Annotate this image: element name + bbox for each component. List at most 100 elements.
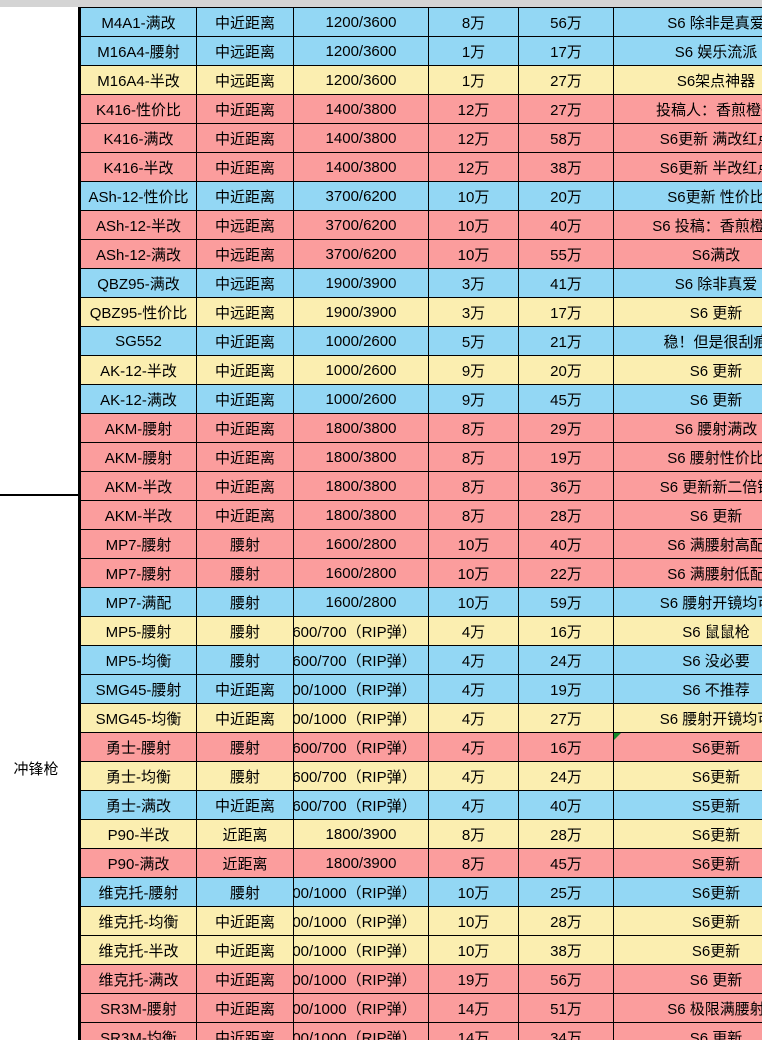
- cell-price[interactable]: 12万: [428, 94, 519, 124]
- table-row[interactable]: K416-半改 中近距离 1400/3800 12万 38万 S6更新 半改红点: [80, 152, 762, 182]
- cell-name[interactable]: 勇士-均衡: [80, 761, 197, 791]
- cell-total[interactable]: 38万: [518, 152, 614, 182]
- cell-price[interactable]: 8万: [428, 413, 519, 443]
- cell-total[interactable]: 41万: [518, 268, 614, 298]
- cell-note[interactable]: 稳！但是很刮痕: [613, 326, 762, 356]
- cell-total[interactable]: 27万: [518, 94, 614, 124]
- table-row[interactable]: 维克托-半改 中近距离 700/1000（RIP弹） 10万 38万 S6更新: [80, 935, 762, 965]
- cell-price[interactable]: 8万: [428, 848, 519, 878]
- cell-total[interactable]: 27万: [518, 703, 614, 733]
- cell-price[interactable]: 9万: [428, 384, 519, 414]
- cell-total[interactable]: 20万: [518, 355, 614, 385]
- cell-note[interactable]: S6更新 性价比: [613, 181, 762, 211]
- cell-dmg[interactable]: 700/1000（RIP弹）: [293, 703, 429, 733]
- table-row[interactable]: M16A4-腰射 中远距离 1200/3600 1万 17万 S6 娱乐流派: [80, 36, 762, 66]
- cell-price[interactable]: 4万: [428, 616, 519, 646]
- cell-note[interactable]: S6 更新新二倍镜: [613, 471, 762, 501]
- cell-price[interactable]: 10万: [428, 587, 519, 617]
- table-row[interactable]: MP5-腰射 腰射 1600/700（RIP弹） 4万 16万 S6 鼠鼠枪: [80, 616, 762, 646]
- cell-dmg[interactable]: 1400/3800: [293, 152, 429, 182]
- cell-range[interactable]: 中近距离: [196, 442, 294, 472]
- cell-range[interactable]: 中远距离: [196, 65, 294, 95]
- cell-price[interactable]: 4万: [428, 674, 519, 704]
- cell-range[interactable]: 中近距离: [196, 7, 294, 37]
- cell-name[interactable]: AK-12-半改: [80, 355, 197, 385]
- cell-name[interactable]: AKM-腰射: [80, 442, 197, 472]
- cell-total[interactable]: 17万: [518, 36, 614, 66]
- cell-note[interactable]: S6更新: [613, 761, 762, 791]
- cell-price[interactable]: 4万: [428, 732, 519, 762]
- category-cell[interactable]: 冲锋枪: [0, 496, 80, 1040]
- cell-note[interactable]: S6 鼠鼠枪: [613, 616, 762, 646]
- cell-range[interactable]: 腰射: [196, 558, 294, 588]
- cell-price[interactable]: 10万: [428, 935, 519, 965]
- cell-dmg[interactable]: 1400/3800: [293, 123, 429, 153]
- cell-name[interactable]: QBZ95-满改: [80, 268, 197, 298]
- cell-range[interactable]: 中远距离: [196, 268, 294, 298]
- cell-name[interactable]: MP5-均衡: [80, 645, 197, 675]
- cell-range[interactable]: 腰射: [196, 616, 294, 646]
- cell-price[interactable]: 1万: [428, 65, 519, 95]
- cell-note[interactable]: S6 除非是真爱: [613, 7, 762, 37]
- cell-total[interactable]: 38万: [518, 935, 614, 965]
- cell-total[interactable]: 24万: [518, 645, 614, 675]
- table-row[interactable]: ASh-12-性价比 中近距离 3700/6200 10万 20万 S6更新 性价比: [80, 181, 762, 211]
- cell-note[interactable]: S6 没必要: [613, 645, 762, 675]
- cell-dmg[interactable]: 3700/6200: [293, 210, 429, 240]
- table-row[interactable]: MP5-均衡 腰射 1600/700（RIP弹） 4万 24万 S6 没必要: [80, 645, 762, 675]
- cell-note[interactable]: S6 更新: [613, 500, 762, 530]
- cell-dmg[interactable]: 700/1000（RIP弹）: [293, 1022, 429, 1040]
- cell-note[interactable]: S6更新: [613, 848, 762, 878]
- table-row[interactable]: M4A1-满改 中近距离 1200/3600 8万 56万 S6 除非是真爱: [80, 7, 762, 37]
- cell-total[interactable]: 25万: [518, 877, 614, 907]
- cell-name[interactable]: AKM-腰射: [80, 413, 197, 443]
- cell-name[interactable]: QBZ95-性价比: [80, 297, 197, 327]
- cell-dmg[interactable]: 1600/2800: [293, 529, 429, 559]
- cell-name[interactable]: ASh-12-满改: [80, 239, 197, 269]
- cell-note[interactable]: S6更新: [613, 877, 762, 907]
- cell-name[interactable]: P90-半改: [80, 819, 197, 849]
- cell-range[interactable]: 腰射: [196, 732, 294, 762]
- cell-total[interactable]: 28万: [518, 819, 614, 849]
- cell-name[interactable]: 维克托-半改: [80, 935, 197, 965]
- cell-name[interactable]: AKM-半改: [80, 500, 197, 530]
- cell-name[interactable]: MP5-腰射: [80, 616, 197, 646]
- cell-range[interactable]: 中近距离: [196, 471, 294, 501]
- cell-price[interactable]: 8万: [428, 819, 519, 849]
- cell-name[interactable]: AK-12-满改: [80, 384, 197, 414]
- cell-dmg[interactable]: 1000/2600: [293, 355, 429, 385]
- table-row[interactable]: AKM-半改 中近距离 1800/3800 8万 36万 S6 更新新二倍镜: [80, 471, 762, 501]
- cell-price[interactable]: 3万: [428, 297, 519, 327]
- cell-price[interactable]: 19万: [428, 964, 519, 994]
- cell-dmg[interactable]: 3700/6200: [293, 181, 429, 211]
- table-row[interactable]: ASh-12-满改 中远距离 3700/6200 10万 55万 S6满改: [80, 239, 762, 269]
- cell-dmg[interactable]: 1600/700（RIP弹）: [293, 761, 429, 791]
- table-row[interactable]: 维克托-满改 中近距离 700/1000（RIP弹） 19万 56万 S6 更新: [80, 964, 762, 994]
- table-row[interactable]: AK-12-满改 中近距离 1000/2600 9万 45万 S6 更新: [80, 384, 762, 414]
- cell-range[interactable]: 中近距离: [196, 935, 294, 965]
- cell-range[interactable]: 中近距离: [196, 674, 294, 704]
- table-row[interactable]: SR3M-腰射 中近距离 700/1000（RIP弹） 14万 51万 S6 极限满腰射: [80, 993, 762, 1023]
- cell-price[interactable]: 10万: [428, 181, 519, 211]
- cell-total[interactable]: 40万: [518, 790, 614, 820]
- cell-name[interactable]: 勇士-腰射: [80, 732, 197, 762]
- cell-dmg[interactable]: 700/1000（RIP弹）: [293, 964, 429, 994]
- cell-note[interactable]: S6 极限满腰射: [613, 993, 762, 1023]
- cell-dmg[interactable]: 1800/3900: [293, 848, 429, 878]
- cell-total[interactable]: 28万: [518, 906, 614, 936]
- cell-range[interactable]: 近距离: [196, 848, 294, 878]
- category-cell[interactable]: [0, 7, 80, 496]
- cell-note[interactable]: S6满改: [613, 239, 762, 269]
- cell-range[interactable]: 中近距离: [196, 355, 294, 385]
- cell-price[interactable]: 14万: [428, 993, 519, 1023]
- cell-note[interactable]: S6 满腰射低配: [613, 558, 762, 588]
- cell-price[interactable]: 1万: [428, 36, 519, 66]
- cell-range[interactable]: 中近距离: [196, 94, 294, 124]
- table-row[interactable]: MP7-腰射 腰射 1600/2800 10万 40万 S6 满腰射高配: [80, 529, 762, 559]
- cell-total[interactable]: 24万: [518, 761, 614, 791]
- cell-dmg[interactable]: 1600/700（RIP弹）: [293, 790, 429, 820]
- cell-total[interactable]: 20万: [518, 181, 614, 211]
- cell-name[interactable]: K416-满改: [80, 123, 197, 153]
- cell-price[interactable]: 8万: [428, 442, 519, 472]
